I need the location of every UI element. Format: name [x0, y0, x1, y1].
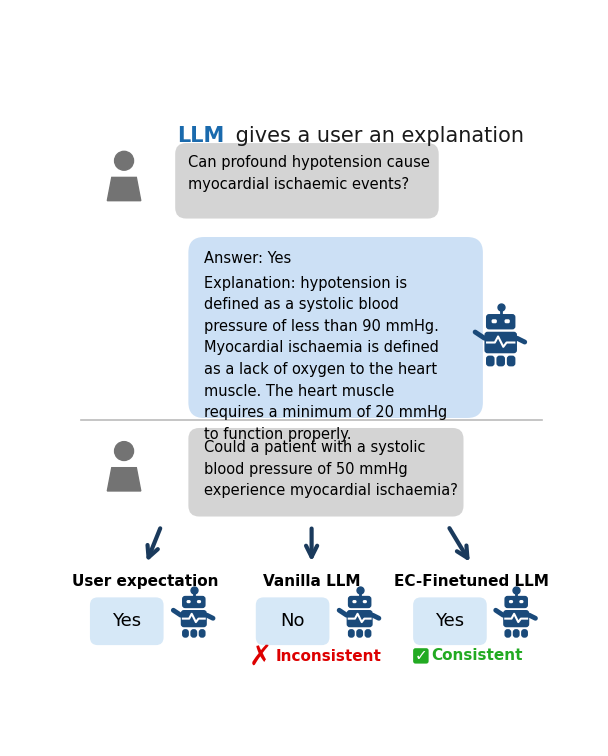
Text: Yes: Yes: [435, 612, 464, 631]
FancyBboxPatch shape: [348, 596, 371, 608]
FancyBboxPatch shape: [486, 355, 494, 367]
FancyBboxPatch shape: [513, 629, 520, 638]
FancyBboxPatch shape: [190, 629, 197, 638]
FancyBboxPatch shape: [413, 648, 429, 664]
FancyBboxPatch shape: [521, 629, 528, 638]
FancyBboxPatch shape: [485, 332, 517, 353]
FancyBboxPatch shape: [486, 314, 516, 330]
Text: Explanation: hypotension is
defined as a systolic blood
pressure of less than 90: Explanation: hypotension is defined as a…: [204, 275, 447, 442]
FancyBboxPatch shape: [353, 600, 356, 603]
FancyBboxPatch shape: [347, 610, 373, 627]
Text: Could a patient with a systolic
blood pressure of 50 mmHg
experience myocardial : Could a patient with a systolic blood pr…: [204, 440, 458, 498]
FancyBboxPatch shape: [182, 596, 206, 608]
Text: Consistent: Consistent: [432, 649, 523, 664]
Circle shape: [114, 442, 134, 460]
FancyBboxPatch shape: [256, 597, 330, 645]
Text: User expectation: User expectation: [72, 575, 219, 589]
FancyBboxPatch shape: [507, 355, 516, 367]
FancyBboxPatch shape: [348, 629, 354, 638]
FancyBboxPatch shape: [175, 143, 439, 218]
FancyBboxPatch shape: [356, 629, 363, 638]
FancyBboxPatch shape: [365, 629, 371, 638]
Text: EC-Finetuned LLM: EC-Finetuned LLM: [394, 575, 548, 589]
FancyBboxPatch shape: [503, 610, 529, 627]
FancyBboxPatch shape: [188, 237, 483, 418]
FancyBboxPatch shape: [505, 596, 528, 608]
Text: Vanilla LLM: Vanilla LLM: [263, 575, 361, 589]
FancyBboxPatch shape: [199, 629, 206, 638]
Polygon shape: [107, 178, 141, 200]
FancyBboxPatch shape: [496, 355, 505, 367]
FancyBboxPatch shape: [413, 597, 487, 645]
FancyBboxPatch shape: [181, 610, 207, 627]
FancyBboxPatch shape: [363, 600, 367, 603]
FancyBboxPatch shape: [505, 319, 510, 324]
FancyBboxPatch shape: [197, 600, 201, 603]
FancyBboxPatch shape: [492, 319, 497, 324]
Text: Yes: Yes: [112, 612, 141, 631]
Text: gives a user an explanation: gives a user an explanation: [229, 126, 523, 146]
Text: ✗: ✗: [249, 643, 272, 671]
Text: Can profound hypotension cause
myocardial ischaemic events?: Can profound hypotension cause myocardia…: [188, 156, 429, 192]
Text: Inconsistent: Inconsistent: [276, 649, 382, 665]
FancyBboxPatch shape: [188, 428, 463, 516]
FancyBboxPatch shape: [182, 629, 189, 638]
FancyBboxPatch shape: [509, 600, 513, 603]
Text: ✓: ✓: [415, 649, 427, 664]
FancyBboxPatch shape: [505, 629, 511, 638]
FancyBboxPatch shape: [519, 600, 523, 603]
Text: No: No: [280, 612, 305, 631]
Circle shape: [114, 151, 134, 170]
Polygon shape: [107, 468, 141, 491]
FancyBboxPatch shape: [187, 600, 191, 603]
Text: LLM: LLM: [178, 126, 225, 146]
FancyBboxPatch shape: [90, 597, 164, 645]
Text: Answer: Yes: Answer: Yes: [204, 251, 291, 266]
